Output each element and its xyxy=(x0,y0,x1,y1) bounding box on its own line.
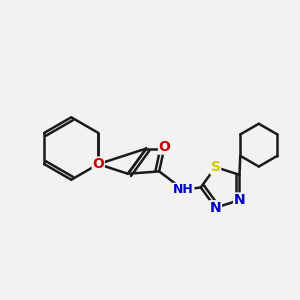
Text: NH: NH xyxy=(173,183,194,196)
Text: N: N xyxy=(210,201,221,215)
Text: S: S xyxy=(211,160,220,174)
Text: N: N xyxy=(234,193,245,207)
Text: O: O xyxy=(159,140,170,154)
Text: O: O xyxy=(92,157,104,171)
